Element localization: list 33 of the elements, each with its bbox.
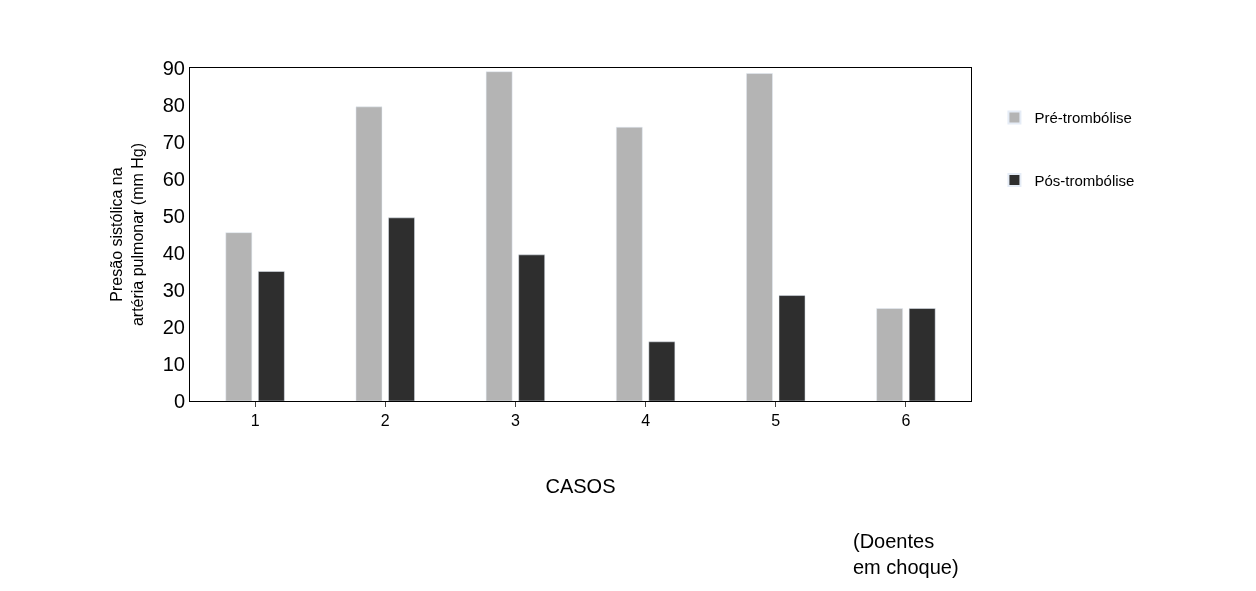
bar xyxy=(225,232,253,401)
bar xyxy=(485,71,513,401)
bar xyxy=(518,254,545,401)
y-tick-label: 50 xyxy=(162,205,185,227)
bar xyxy=(388,217,415,401)
y-axis-title: Presão sistólica na artéria pulmonar (mm Hg) xyxy=(107,142,146,327)
bar xyxy=(258,271,285,401)
bar xyxy=(355,106,383,401)
bar xyxy=(908,308,936,401)
x-tick-label: 6 xyxy=(901,412,911,430)
x-tick-label: 5 xyxy=(771,412,781,430)
bar xyxy=(616,126,643,401)
x-tick-label: 2 xyxy=(380,412,390,430)
y-tick-label: 40 xyxy=(162,242,185,264)
y-tick-label: 0 xyxy=(173,390,185,412)
bar xyxy=(876,308,903,401)
y-tick-label: 10 xyxy=(162,353,185,375)
bar xyxy=(746,73,773,401)
legend-label: Pós-trombólise xyxy=(1034,171,1135,189)
x-tick-label: 1 xyxy=(250,412,260,430)
x-tick-label: 3 xyxy=(510,412,520,430)
y-tick-label: 70 xyxy=(162,131,185,153)
x-tick-label: 4 xyxy=(641,412,651,430)
legend-label: Pré-trombólise xyxy=(1034,109,1132,127)
x-axis-title: CASOS xyxy=(545,474,616,497)
y-tick-label: 30 xyxy=(162,279,185,301)
text: (Doentes em choque) xyxy=(853,530,959,578)
bar xyxy=(648,341,676,401)
bar xyxy=(778,295,806,401)
y-tick-label: 20 xyxy=(162,316,185,338)
y-tick-label: 80 xyxy=(162,94,185,116)
y-tick-label: 90 xyxy=(162,57,185,79)
y-tick-label: 60 xyxy=(162,168,185,190)
